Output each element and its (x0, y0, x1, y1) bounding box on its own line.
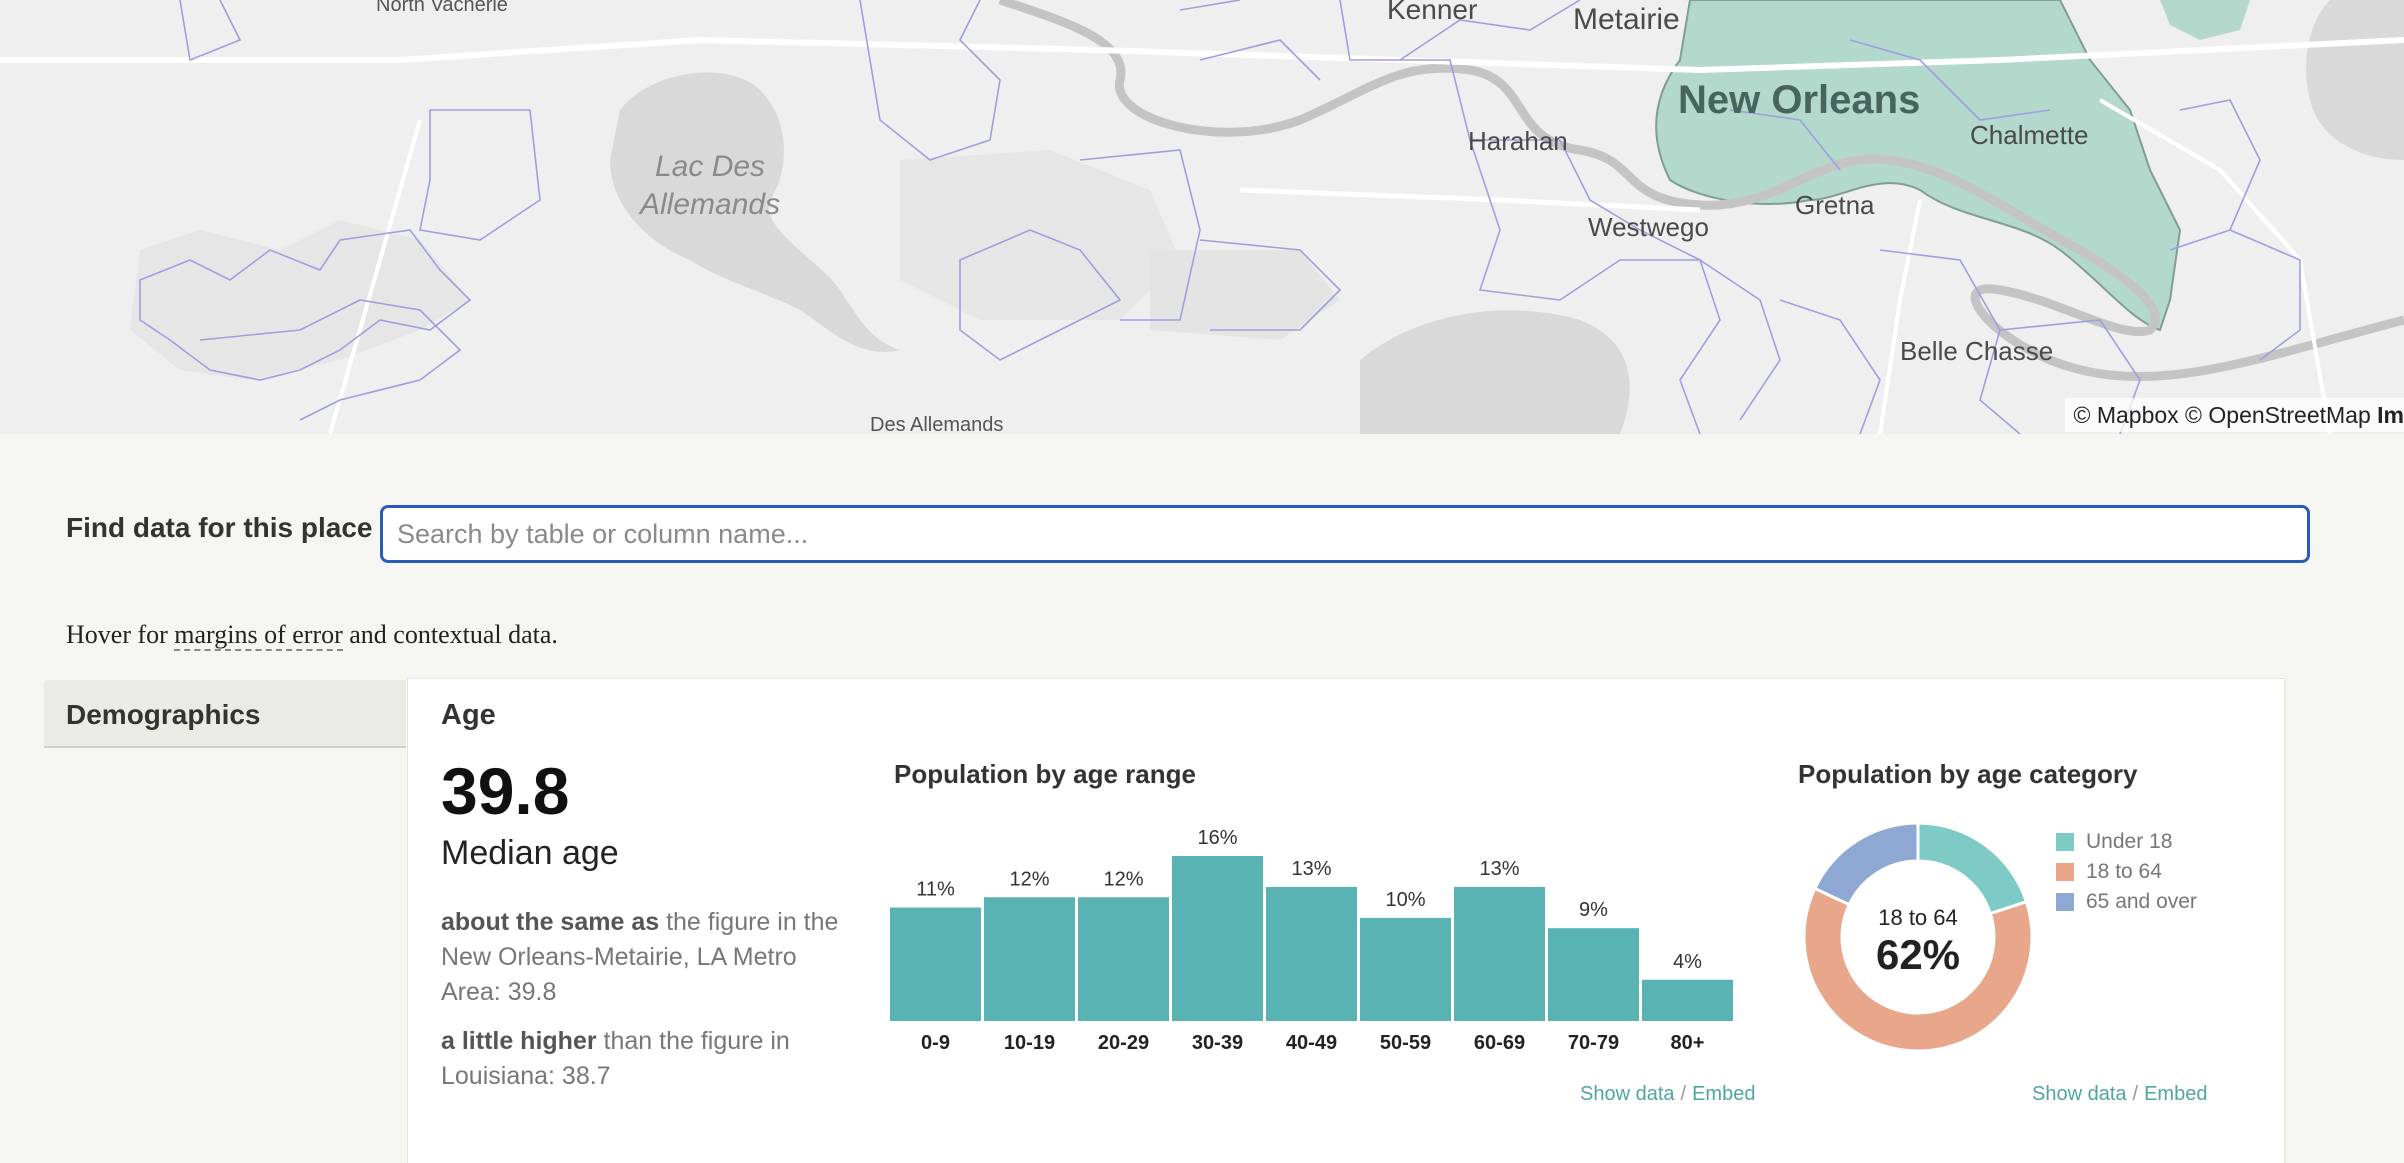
search-input[interactable] (380, 505, 2310, 563)
legend-label: 65 and over (2086, 890, 2197, 913)
lake-salvador-water (1360, 310, 1630, 434)
age-range-chart-links: Show data / Embed (1580, 1083, 1755, 1106)
bar-value-label: 4% (1673, 951, 1702, 973)
bar-value-label: 12% (1103, 868, 1143, 890)
hover-note: Hover for margins of error and contextua… (66, 620, 558, 651)
age-category-chart-links: Show data / Embed (2032, 1083, 2207, 1106)
bar-20-29[interactable] (1078, 897, 1169, 1021)
compare-metro-text: the figure in the New Orleans-Metairie, … (441, 908, 839, 1006)
map-label-harahan: Harahan (1468, 126, 1568, 156)
improve-map-link[interactable]: Im (2377, 402, 2404, 428)
bar-category-label: 20-29 (1098, 1032, 1149, 1054)
map-label-kenner: Kenner (1387, 0, 1478, 25)
age-category-embed-link[interactable]: Embed (2144, 1083, 2208, 1105)
bar-80+[interactable] (1642, 979, 1733, 1021)
map[interactable]: North Vacherie Kenner Metairie New Orlea… (0, 0, 2404, 434)
donut-slice-65-and-over[interactable] (1812, 821, 1920, 907)
bar-30-39[interactable] (1172, 856, 1263, 1021)
lake-label-line-1: Lac Des (655, 150, 766, 183)
legend-swatch (2056, 893, 2074, 911)
margins-of-error-link[interactable]: margins of error (174, 620, 343, 651)
find-data-label: Find data for this place (66, 512, 373, 543)
mapbox-attribution-link[interactable]: © Mapbox (2073, 402, 2179, 428)
legend-swatch (2056, 833, 2074, 851)
bar-60-69[interactable] (1454, 886, 1545, 1021)
bar-value-label: 13% (1479, 858, 1519, 880)
legend-swatch (2056, 863, 2074, 881)
donut-center-label: 18 to 64 (1878, 905, 1958, 930)
bar-category-label: 0-9 (921, 1032, 950, 1054)
legend-item: 18 to 64 (2056, 857, 2197, 887)
map-attribution: © Mapbox © OpenStreetMap Im (2065, 398, 2404, 432)
tract-boundaries (139, 0, 2301, 434)
age-range-embed-link[interactable]: Embed (1692, 1083, 1756, 1105)
map-label-new-orleans: New Orleans (1678, 78, 1921, 122)
donut-center-value: 62% (1876, 931, 1960, 978)
age-category-show-data-link[interactable]: Show data (2032, 1083, 2127, 1105)
sidebar-item-demographics[interactable]: Demographics (44, 680, 406, 748)
lake-label-line-2: Allemands (640, 188, 781, 221)
lac-des-allemands-water (610, 72, 900, 352)
bar-70-79[interactable] (1548, 928, 1639, 1021)
bar-value-label: 10% (1385, 889, 1425, 911)
bar-value-label: 12% (1009, 868, 1049, 890)
bar-category-label: 30-39 (1192, 1032, 1243, 1054)
bar-category-label: 80+ (1671, 1032, 1705, 1054)
map-label-belle-chasse: Belle Chasse (1900, 336, 2054, 366)
age-range-show-data-link[interactable]: Show data (1580, 1083, 1675, 1105)
bar-category-label: 50-59 (1380, 1032, 1431, 1054)
bar-category-label: 40-49 (1286, 1032, 1337, 1054)
legend-label: Under 18 (2086, 830, 2173, 853)
bar-50-59[interactable] (1360, 917, 1451, 1021)
map-label-north-vacherie: North Vacherie (376, 0, 508, 16)
mississippi-river (998, 0, 2404, 382)
age-category-legend: Under 18 18 to 64 65 and over (2056, 827, 2197, 917)
map-label-westwego: Westwego (1588, 212, 1709, 242)
bar-category-label: 60-69 (1474, 1032, 1525, 1054)
osm-attribution-link[interactable]: © OpenStreetMap (2185, 402, 2371, 428)
median-age-label: Median age (441, 834, 619, 872)
hover-note-prefix: Hover for (66, 620, 175, 649)
hover-note-suffix: and contextual data. (342, 620, 558, 649)
bar-10-19[interactable] (984, 897, 1075, 1021)
bar-value-label: 16% (1197, 827, 1237, 849)
compare-metro-qualifier: about the same as (441, 908, 660, 936)
age-range-chart-title: Population by age range (894, 759, 1196, 789)
legend-label: 18 to 64 (2086, 860, 2162, 883)
legend-item: Under 18 (2056, 827, 2197, 857)
map-label-gretna: Gretna (1795, 190, 1875, 220)
compare-metro: about the same as the figure in the New … (441, 905, 841, 1010)
donut-slice-under-18[interactable] (1916, 821, 2029, 916)
bar-value-label: 13% (1291, 858, 1331, 880)
section-title-age: Age (441, 699, 496, 731)
legend-item: 65 and over (2056, 887, 2197, 917)
age-range-bar-chart[interactable]: 11% 0-9 12% 10-19 12% 20-29 16% 30-39 13% 40-49 10… (878, 799, 1758, 1059)
map-label-metairie: Metairie (1573, 3, 1680, 36)
bar-value-label: 9% (1579, 899, 1608, 921)
donut-slice-18-to-64[interactable] (1802, 886, 2034, 1053)
bar-category-label: 70-79 (1568, 1032, 1619, 1054)
map-label-chalmette: Chalmette (1970, 120, 2089, 150)
compare-state: a little higher than the figure in Louis… (441, 1024, 841, 1094)
age-section: Age 39.8 Median age about the same as th… (407, 678, 2285, 1163)
bar-category-label: 10-19 (1004, 1032, 1055, 1054)
link-separator: / (2132, 1083, 2139, 1105)
bar-0-9[interactable] (890, 907, 981, 1021)
compare-state-text: than the figure in Louisiana: 38.7 (441, 1027, 790, 1090)
bar-40-49[interactable] (1266, 886, 1357, 1021)
compare-state-qualifier: a little higher (441, 1027, 597, 1055)
bar-value-label: 11% (916, 879, 955, 901)
age-category-chart-title: Population by age category (1798, 759, 2138, 789)
link-separator: / (1680, 1083, 1687, 1105)
map-canvas[interactable] (0, 0, 2404, 434)
map-label-des-allemands: Des Allemands (870, 414, 1004, 434)
map-label-lac-des-allemands: Lac Des Allemands (640, 148, 780, 224)
median-age-value: 39.8 (441, 754, 570, 828)
